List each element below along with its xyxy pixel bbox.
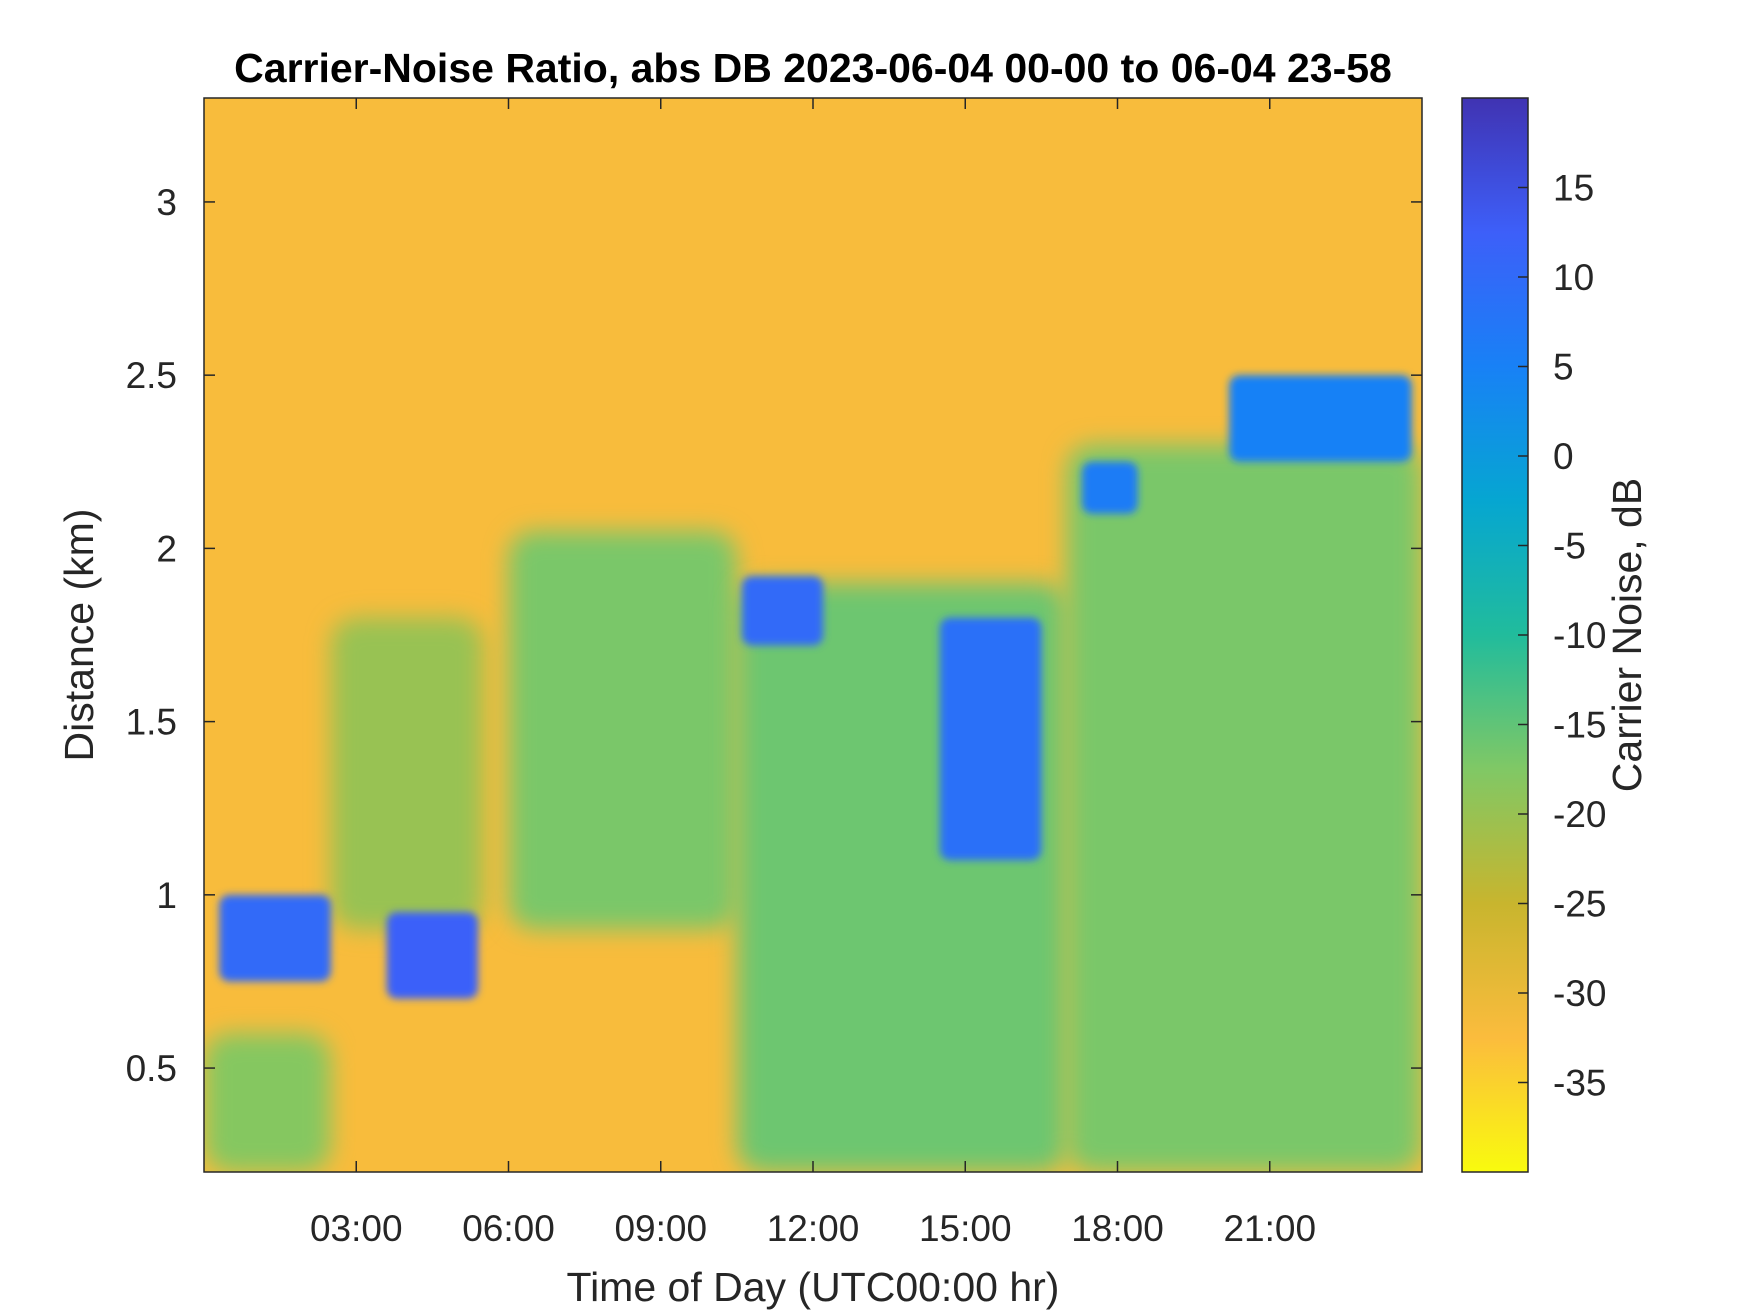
colorbar-tick-label: -25 <box>1553 884 1606 925</box>
y-tick-label: 3 <box>156 182 177 223</box>
x-axis: 03:00 06:00 09:00 12:00 15:00 18:00 21:00 <box>310 98 1316 1249</box>
heatmap-regions <box>204 375 1422 1172</box>
colorbar-tick-label: 0 <box>1553 436 1574 477</box>
colorbar-tick-label: -10 <box>1553 615 1606 656</box>
colorbar-tick-label: 5 <box>1553 347 1574 388</box>
heatmap-cloud-layer <box>386 912 479 999</box>
y-tick-label: 0.5 <box>126 1048 177 1089</box>
chart-title: Carrier-Noise Ratio, abs DB 2023-06-04 0… <box>234 45 1392 91</box>
heatmap-cloud-layer <box>741 576 824 646</box>
x-tick-label: 21:00 <box>1223 1208 1316 1249</box>
y-tick-label: 1 <box>156 875 177 916</box>
heatmap-signal-region <box>1066 444 1422 1172</box>
heatmap-cloud-layer <box>939 617 1042 861</box>
y-tick-label: 1.5 <box>126 702 177 743</box>
x-tick-label: 09:00 <box>614 1208 707 1249</box>
x-tick-label: 12:00 <box>767 1208 860 1249</box>
x-axis-label: Time of Day (UTC00:00 hr) <box>567 1264 1060 1310</box>
colorbar-tick-label: -20 <box>1553 794 1606 835</box>
heatmap-signal-region <box>508 531 737 930</box>
y-tick-label: 2 <box>156 528 177 569</box>
colorbar-label: Carrier Noise, dB <box>1604 478 1650 792</box>
x-tick-label: 15:00 <box>919 1208 1012 1249</box>
x-tick-label: 06:00 <box>462 1208 555 1249</box>
plot-area <box>204 98 1422 1172</box>
heatmap-cloud-layer <box>1081 461 1138 514</box>
heatmap-cloud-layer <box>1229 375 1412 462</box>
x-tick-label: 18:00 <box>1071 1208 1164 1249</box>
colorbar-tick-label: -15 <box>1553 705 1606 746</box>
colorbar-tick-label: 15 <box>1553 168 1594 209</box>
colorbar <box>1461 97 1529 1173</box>
heatmap-signal-region <box>204 1033 331 1172</box>
colorbar-ticks: 15 10 5 0 -5 -10 -15 -20 -25 -30 -35 <box>1518 168 1606 1104</box>
colorbar-tick-label: -35 <box>1553 1063 1606 1104</box>
x-tick-label: 03:00 <box>310 1208 403 1249</box>
colorbar-tick-label: 10 <box>1553 257 1594 298</box>
heatmap-cloud-layer <box>219 894 331 982</box>
y-tick-label: 2.5 <box>126 355 177 396</box>
heatmap-signal-region <box>330 617 484 930</box>
y-axis-label: Distance (km) <box>56 509 102 762</box>
y-axis: 0.5 1 1.5 2 2.5 3 <box>126 182 1422 1089</box>
colorbar-tick-label: -5 <box>1553 526 1586 567</box>
colorbar-tick-label: -30 <box>1553 973 1606 1014</box>
